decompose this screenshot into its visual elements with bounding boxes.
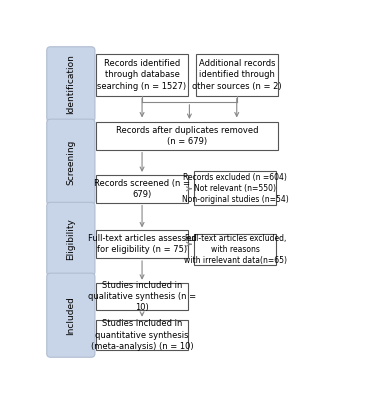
FancyBboxPatch shape [194, 171, 276, 205]
FancyBboxPatch shape [47, 273, 95, 357]
Text: Full-text articles excluded,
with reasons
with irrelevant data(n=65): Full-text articles excluded, with reason… [184, 234, 287, 265]
FancyBboxPatch shape [96, 283, 188, 310]
Text: Full-text articles assessed
for eligibility (n = 75): Full-text articles assessed for eligibil… [88, 234, 196, 254]
FancyBboxPatch shape [196, 54, 278, 96]
FancyBboxPatch shape [96, 175, 188, 203]
Text: Studies included in
qualitative synthesis (n =
10): Studies included in qualitative synthesi… [88, 281, 196, 312]
FancyBboxPatch shape [96, 122, 278, 150]
FancyBboxPatch shape [194, 234, 276, 265]
Text: Records screened (n =
679): Records screened (n = 679) [94, 179, 190, 199]
Text: Identification: Identification [66, 54, 75, 114]
FancyBboxPatch shape [47, 47, 95, 122]
FancyBboxPatch shape [47, 119, 95, 205]
FancyBboxPatch shape [96, 320, 188, 350]
Text: Records excluded (n =604)
Not relevant (n=550)
Non-original studies (n=54): Records excluded (n =604) Not relevant (… [182, 172, 289, 204]
Text: Studies included in
quantitative synthesis
(meta-analysis) (n = 10): Studies included in quantitative synthes… [91, 320, 194, 351]
Text: Records identified
through database
searching (n = 1527): Records identified through database sear… [97, 59, 187, 90]
Text: Screening: Screening [66, 139, 75, 185]
FancyBboxPatch shape [96, 230, 188, 258]
Text: Records after duplicates removed
(n = 679): Records after duplicates removed (n = 67… [115, 126, 258, 146]
FancyBboxPatch shape [47, 202, 95, 276]
Text: Included: Included [66, 296, 75, 335]
FancyBboxPatch shape [96, 54, 188, 96]
Text: Additional records
identified through
other sources (n = 2): Additional records identified through ot… [192, 59, 282, 90]
Text: Eligibility: Eligibility [66, 218, 75, 260]
